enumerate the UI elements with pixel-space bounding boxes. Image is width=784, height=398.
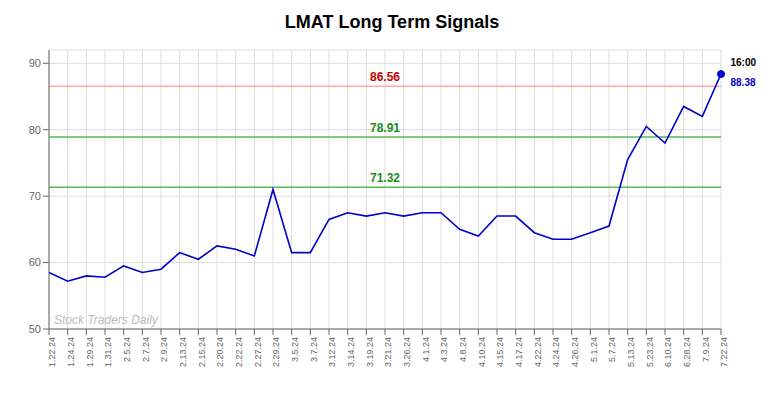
svg-text:7.22.24: 7.22.24 (719, 337, 729, 367)
svg-text:3.12.24: 3.12.24 (327, 337, 337, 367)
svg-text:3.26.24: 3.26.24 (402, 337, 412, 367)
svg-text:Stock Traders Daily: Stock Traders Daily (54, 313, 159, 327)
svg-text:80: 80 (29, 124, 41, 136)
svg-text:50: 50 (29, 323, 41, 335)
svg-text:78.91: 78.91 (370, 121, 400, 135)
svg-text:5.23.24: 5.23.24 (645, 337, 655, 367)
svg-text:3.14.24: 3.14.24 (346, 337, 356, 367)
svg-text:4.24.24: 4.24.24 (551, 337, 561, 367)
svg-text:7.9.24: 7.9.24 (701, 337, 711, 362)
svg-text:4.8.24: 4.8.24 (458, 337, 468, 362)
html-text:LMAT Long Term Signals: LMAT Long Term Signals (284, 12, 500, 32)
svg-text:4.3.24: 4.3.24 (439, 337, 449, 362)
svg-text:2.27.24: 2.27.24 (253, 337, 263, 367)
svg-text:88.38: 88.38 (731, 77, 756, 88)
svg-text:71.32: 71.32 (370, 171, 400, 185)
svg-text:6.28.24: 6.28.24 (682, 337, 692, 367)
svg-text:2.13.24: 2.13.24 (178, 337, 188, 367)
svg-text:4.1.24: 4.1.24 (421, 337, 431, 362)
svg-text:2.5.24: 2.5.24 (122, 337, 132, 362)
svg-text:2.20.24: 2.20.24 (215, 337, 225, 367)
svg-text:1.31.24: 1.31.24 (103, 337, 113, 367)
svg-text:60: 60 (29, 256, 41, 268)
svg-text:2.7.24: 2.7.24 (141, 337, 151, 362)
svg-text:5.13.24: 5.13.24 (626, 337, 636, 367)
svg-text:5.7.24: 5.7.24 (607, 337, 617, 362)
svg-text:2.9.24: 2.9.24 (159, 337, 169, 362)
svg-text:4.10.24: 4.10.24 (477, 337, 487, 367)
svg-text:4.17.24: 4.17.24 (514, 337, 524, 367)
svg-text:3.19.24: 3.19.24 (365, 337, 375, 367)
svg-text:1.29.24: 1.29.24 (85, 337, 95, 367)
svg-text:90: 90 (29, 57, 41, 69)
svg-text:4.22.24: 4.22.24 (533, 337, 543, 367)
svg-text:2.29.24: 2.29.24 (271, 337, 281, 367)
svg-text:1.22.24: 1.22.24 (47, 337, 57, 367)
svg-text:1.24.24: 1.24.24 (66, 337, 76, 367)
svg-text:2.15.24: 2.15.24 (197, 337, 207, 367)
svg-text:3.7.24: 3.7.24 (309, 337, 319, 362)
svg-text:16:00: 16:00 (731, 57, 757, 68)
svg-text:4.26.24: 4.26.24 (570, 337, 580, 367)
svg-text:4.15.24: 4.15.24 (495, 337, 505, 367)
svg-text:70: 70 (29, 190, 41, 202)
svg-text:3.5.24: 3.5.24 (290, 337, 300, 362)
svg-text:86.56: 86.56 (370, 70, 400, 84)
svg-text:5.1.24: 5.1.24 (589, 337, 599, 362)
svg-text:3.21.24: 3.21.24 (383, 337, 393, 367)
svg-text:2.22.24: 2.22.24 (234, 337, 244, 367)
svg-text:6.10.24: 6.10.24 (663, 337, 673, 367)
